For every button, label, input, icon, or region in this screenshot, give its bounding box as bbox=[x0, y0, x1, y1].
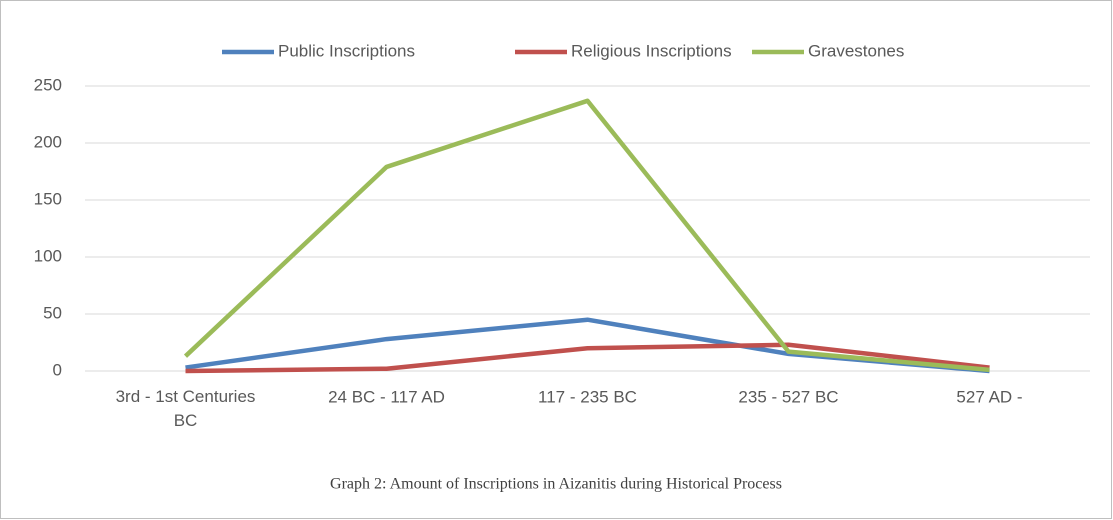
legend-label: Gravestones bbox=[808, 41, 904, 60]
y-tick-label: 100 bbox=[34, 246, 62, 265]
y-tick-label: 200 bbox=[34, 132, 62, 151]
y-tick-label: 150 bbox=[34, 189, 62, 208]
legend-label: Religious Inscriptions bbox=[571, 41, 732, 60]
series-line bbox=[183, 98, 990, 373]
y-tick-label: 250 bbox=[34, 75, 62, 94]
x-tick-label: 235 - 527 BC bbox=[738, 387, 838, 406]
caption: Graph 2: Amount of Inscriptions in Aizan… bbox=[330, 476, 782, 493]
x-tick-label: 24 BC - 117 AD bbox=[328, 387, 445, 406]
y-tick-label: 50 bbox=[43, 303, 62, 322]
y-tick-label: 0 bbox=[53, 360, 62, 379]
x-tick-label: 117 - 235 BC bbox=[538, 387, 637, 406]
x-tick-label: 527 AD - bbox=[956, 387, 1022, 406]
legend-label: Public Inscriptions bbox=[278, 41, 415, 60]
x-tick-label: 3rd - 1st Centuries BC bbox=[116, 387, 256, 430]
series-line bbox=[185, 342, 990, 374]
